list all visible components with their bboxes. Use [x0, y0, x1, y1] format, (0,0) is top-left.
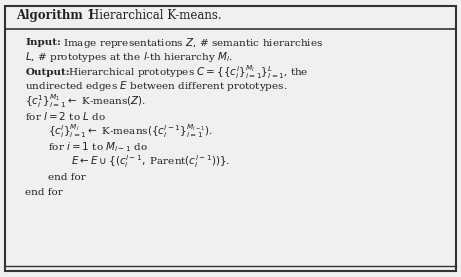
Text: end for: end for [25, 188, 63, 197]
Text: Output:: Output: [25, 68, 70, 76]
Text: undirected edges $E$ between different prototypes.: undirected edges $E$ between different p… [25, 79, 288, 93]
Text: for $i = 1$ to $M_{l-1}$ do: for $i = 1$ to $M_{l-1}$ do [48, 140, 148, 154]
Text: Hierarchical prototypes $C = \{\{c_i^l\}_{i=1}^{M_l}\}_{l=1}^L$, the: Hierarchical prototypes $C = \{\{c_i^l\}… [68, 63, 308, 81]
Text: Input:: Input: [25, 39, 61, 47]
Text: end for: end for [48, 173, 86, 182]
Text: Image representations $Z$, # semantic hierarchies: Image representations $Z$, # semantic hi… [63, 36, 323, 50]
Text: $L$, # prototypes at the $l$-th hierarchy $M_l$.: $L$, # prototypes at the $l$-th hierarch… [25, 50, 233, 64]
Text: for $l = 2$ to $L$ do: for $l = 2$ to $L$ do [25, 110, 106, 122]
Text: $E \leftarrow E \cup \{(c_i^{l-1},$ Parent$(c_i^{l-1}))\}$.: $E \leftarrow E \cup \{(c_i^{l-1},$ Pare… [71, 154, 230, 170]
Text: Algorithm 1: Algorithm 1 [16, 9, 95, 22]
Text: $\{c_i^1\}_{i=1}^{M_1} \leftarrow$ K-means$(Z)$.: $\{c_i^1\}_{i=1}^{M_1} \leftarrow$ K-mea… [25, 92, 147, 110]
FancyBboxPatch shape [5, 6, 456, 271]
Text: $\{c_i^l\}_{i=1}^{M_l} \leftarrow$ K-means$(\{c_i^{l-1}\}_{i=1}^{M_{l-1}})$.: $\{c_i^l\}_{i=1}^{M_l} \leftarrow$ K-mea… [48, 123, 213, 140]
Text: Hierarchical K-means.: Hierarchical K-means. [89, 9, 221, 22]
